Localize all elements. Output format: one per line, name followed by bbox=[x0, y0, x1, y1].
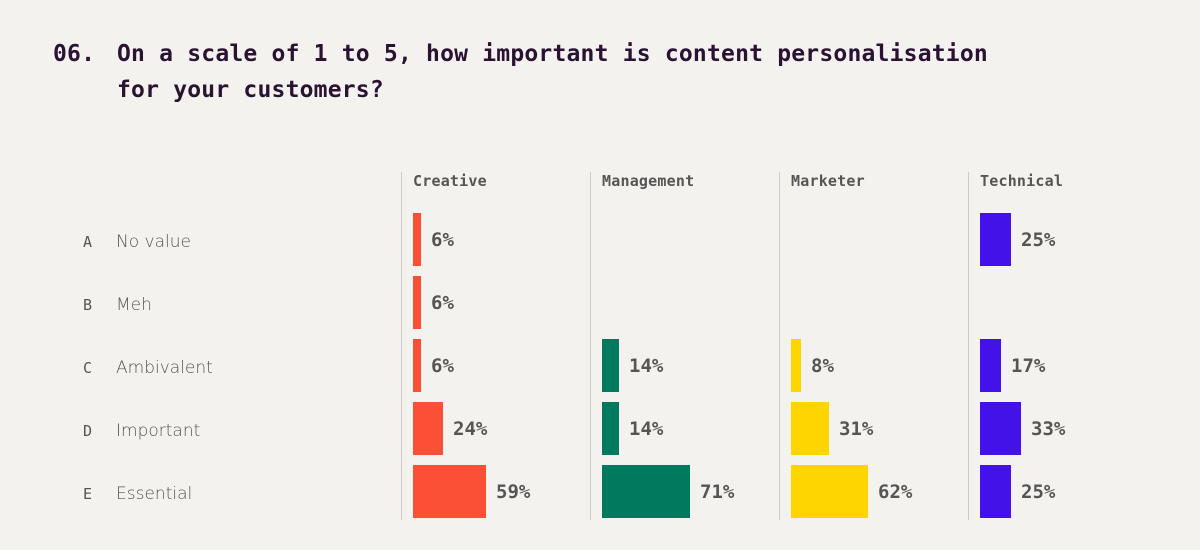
bar-value-label: 6% bbox=[431, 354, 454, 377]
bar bbox=[791, 402, 829, 455]
bar bbox=[602, 402, 619, 455]
bar-value-label: 17% bbox=[1011, 354, 1046, 377]
row-letter: B bbox=[83, 295, 93, 314]
bar-row: 6% bbox=[413, 213, 454, 266]
question-line-1: On a scale of 1 to 5, how important is c… bbox=[117, 41, 988, 67]
bar-value-label: 31% bbox=[839, 417, 874, 440]
bar-value-label: 14% bbox=[629, 354, 664, 377]
row-letter: E bbox=[83, 484, 93, 503]
row-text: Important bbox=[116, 420, 201, 441]
row-letter: C bbox=[83, 358, 93, 377]
bar-row: 59% bbox=[413, 465, 530, 518]
bar-value-label: 62% bbox=[878, 480, 913, 503]
row-text: Ambivalent bbox=[116, 357, 213, 378]
row-letter: A bbox=[83, 232, 93, 251]
bar-row: 6% bbox=[413, 339, 454, 392]
row-letter: D bbox=[83, 421, 93, 440]
panel-technical: Technical 25% 17% 33% 25% bbox=[968, 172, 1158, 520]
row-text: No value bbox=[116, 231, 191, 252]
bar bbox=[413, 465, 486, 518]
panel-marketer: Marketer 8% 31% 62% bbox=[779, 172, 969, 520]
bar bbox=[602, 465, 690, 518]
bar-row: 31% bbox=[791, 402, 873, 455]
bar-value-label: 6% bbox=[431, 291, 454, 314]
bar-row: 71% bbox=[602, 465, 734, 518]
bar bbox=[980, 402, 1021, 455]
question-title: 06. On a scale of 1 to 5, how important i… bbox=[53, 36, 988, 108]
panel-header: Marketer bbox=[791, 172, 865, 190]
bar bbox=[791, 465, 868, 518]
bar-row: 33% bbox=[980, 402, 1065, 455]
bar bbox=[602, 339, 619, 392]
row-label: C Ambivalent bbox=[83, 341, 213, 394]
row-label: A No value bbox=[83, 215, 191, 268]
bar-row: 25% bbox=[980, 465, 1055, 518]
bar-row: 14% bbox=[602, 339, 663, 392]
bar-row: 62% bbox=[791, 465, 912, 518]
row-text: Essential bbox=[116, 483, 193, 504]
bar bbox=[980, 213, 1011, 266]
bar-row: 6% bbox=[413, 276, 454, 329]
row-label: D Important bbox=[83, 404, 200, 457]
panel-creative: Creative 6% 6% 6% 24% 59% bbox=[401, 172, 591, 520]
bar-value-label: 24% bbox=[453, 417, 488, 440]
bar-row: 24% bbox=[413, 402, 487, 455]
row-label: E Essential bbox=[83, 467, 192, 520]
bar-row: 8% bbox=[791, 339, 834, 392]
bar-value-label: 6% bbox=[431, 228, 454, 251]
panel-header: Management bbox=[602, 172, 695, 190]
bar-value-label: 14% bbox=[629, 417, 664, 440]
bar-row: 14% bbox=[602, 402, 663, 455]
bar-value-label: 33% bbox=[1031, 417, 1066, 440]
bar-row: 25% bbox=[980, 213, 1055, 266]
bar-value-label: 25% bbox=[1021, 228, 1056, 251]
bar bbox=[980, 339, 1001, 392]
bar bbox=[413, 213, 421, 266]
bar-value-label: 59% bbox=[496, 480, 531, 503]
bar bbox=[413, 339, 421, 392]
panel-header: Creative bbox=[413, 172, 487, 190]
bar-row: 17% bbox=[980, 339, 1045, 392]
bar bbox=[413, 402, 443, 455]
question-line-2: for your customers? bbox=[117, 77, 384, 103]
panel-header: Technical bbox=[980, 172, 1064, 190]
bar bbox=[413, 276, 421, 329]
bar-value-label: 8% bbox=[811, 354, 834, 377]
bar bbox=[980, 465, 1011, 518]
row-label: B Meh bbox=[83, 278, 152, 331]
bar-value-label: 25% bbox=[1021, 480, 1056, 503]
bar-value-label: 71% bbox=[700, 480, 735, 503]
row-text: Meh bbox=[116, 294, 152, 315]
question-number: 06. bbox=[53, 41, 96, 67]
bar bbox=[791, 339, 801, 392]
panel-management: Management 14% 14% 71% bbox=[590, 172, 780, 520]
